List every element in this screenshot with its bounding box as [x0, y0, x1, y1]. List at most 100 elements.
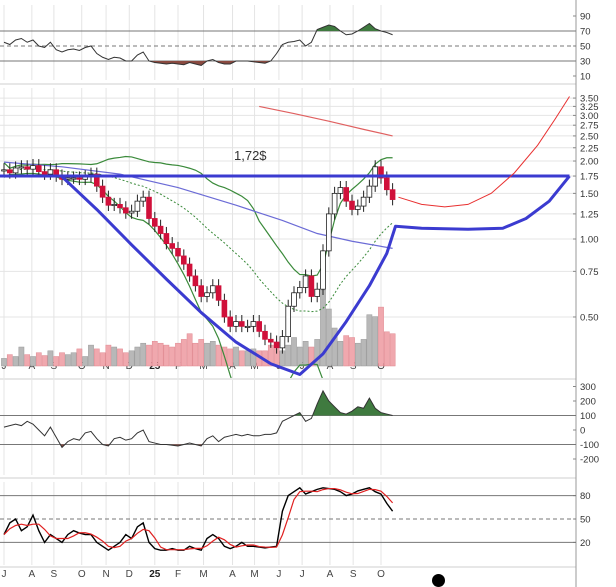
- candle-body: [47, 169, 54, 175]
- bollinger-middle: [3, 168, 393, 313]
- moving-average-200: [259, 105, 393, 137]
- cup-and-handle-line: [60, 175, 571, 376]
- candle-body: [70, 177, 77, 180]
- volume-bar: [111, 346, 118, 367]
- candle-body: [123, 207, 129, 214]
- axis-label-price_axis.labels: 0.50: [580, 312, 599, 323]
- volume-bar: [146, 344, 152, 367]
- candle-body: [180, 255, 187, 265]
- volume-bar: [163, 344, 170, 367]
- time-axis-label: S: [350, 361, 357, 372]
- stoch-d-line: [3, 487, 394, 551]
- candle-body: [366, 185, 373, 198]
- axis-label-cci.labels: -200: [580, 455, 599, 466]
- time-axis-label: A: [229, 569, 236, 580]
- axis-label-price_axis.labels: 1.00: [580, 235, 599, 246]
- candle-body: [169, 243, 176, 249]
- volume-bar: [175, 342, 181, 367]
- volume-bar: [343, 335, 350, 367]
- time-axis-label: O: [78, 569, 86, 580]
- projection-curve: [398, 96, 570, 208]
- candle-body: [308, 275, 315, 297]
- volume-bar: [349, 337, 355, 367]
- time-axis-label: N: [102, 361, 109, 372]
- candle-body: [99, 185, 106, 198]
- volume-bar: [12, 356, 19, 367]
- price-panel: 1,72$: [0, 96, 571, 378]
- candle-body: [302, 275, 309, 288]
- axis-label-price_axis.labels: 3.00: [580, 111, 599, 122]
- volume-bar: [372, 316, 379, 367]
- volume-bar: [47, 350, 54, 367]
- volume-bar: [337, 341, 344, 367]
- time-axis-label: N: [102, 569, 109, 580]
- volume-bar: [331, 327, 338, 367]
- candle-body: [360, 196, 367, 207]
- candle-body: [146, 196, 152, 219]
- time-axis-label: A: [229, 361, 236, 372]
- volume-bar: [285, 344, 292, 367]
- volume-bar: [296, 346, 303, 367]
- volume-bar: [99, 352, 106, 367]
- candle-body: [256, 321, 262, 332]
- volume-bar: [209, 341, 216, 367]
- time-axis-label: J: [2, 361, 7, 372]
- volume-bar: [360, 339, 367, 367]
- candle-body: [354, 205, 361, 210]
- moving-average-long: [3, 161, 393, 249]
- time-axis-label: 25: [149, 361, 161, 372]
- candle-body: [18, 166, 25, 169]
- time-axis-label: M: [199, 569, 207, 580]
- time-axis-label: O: [78, 361, 86, 372]
- candle-body: [296, 287, 303, 294]
- candle-body: [36, 165, 42, 173]
- axis-label-price_axis.labels: 3.25: [580, 102, 599, 113]
- cursor-dot: [432, 574, 445, 587]
- candle-body: [389, 189, 396, 200]
- axis-label-cci.labels: 300: [580, 382, 596, 393]
- axis-label-price_axis.labels: 2.75: [580, 121, 599, 132]
- volume-bar: [53, 356, 60, 367]
- volume-bar: [82, 356, 89, 367]
- time-axis-label: A: [327, 569, 334, 580]
- axis-label-price_axis.labels: 1.50: [580, 189, 599, 200]
- axis-label-price_axis.labels: 1.25: [580, 209, 599, 220]
- candle-body: [349, 200, 355, 210]
- time-axis-label: A: [327, 361, 334, 372]
- volume-bar: [215, 344, 222, 367]
- candle-body: [383, 177, 390, 191]
- candle-body: [250, 321, 257, 327]
- axis-label-price_axis.labels: 0.75: [580, 267, 599, 278]
- candle-body: [117, 204, 123, 209]
- volume-bar: [6, 354, 13, 367]
- volume-bar: [198, 339, 205, 367]
- axis-label-stoch.labels: 20: [580, 538, 591, 549]
- axis-label-cci.labels: 0: [580, 426, 585, 437]
- volume-bar: [30, 356, 36, 367]
- volume-bar: [151, 341, 158, 367]
- candle-body: [267, 338, 274, 343]
- candle-body: [285, 305, 291, 337]
- time-axis-label: F: [175, 569, 181, 580]
- candle-body: [41, 171, 48, 175]
- volume-bar: [233, 346, 239, 367]
- volume-bar: [76, 348, 83, 367]
- candle-body: [343, 187, 349, 202]
- candle-body: [111, 204, 118, 207]
- volume-bar: [389, 333, 396, 367]
- time-axis-label: M: [199, 361, 207, 372]
- volume-bar: [18, 346, 25, 367]
- volume-bar: [302, 341, 309, 367]
- volume-bar: [244, 350, 251, 367]
- candle-body: [233, 321, 239, 327]
- volume-bar: [366, 314, 373, 367]
- candle-body: [151, 218, 158, 227]
- candle-body: [325, 213, 332, 252]
- candle-body: [163, 233, 170, 244]
- volume-bar: [169, 346, 176, 367]
- volume-bar: [227, 348, 234, 367]
- candle-body: [198, 285, 205, 297]
- candle-body: [12, 167, 19, 174]
- candle-body: [215, 285, 222, 301]
- candle-body: [24, 166, 30, 170]
